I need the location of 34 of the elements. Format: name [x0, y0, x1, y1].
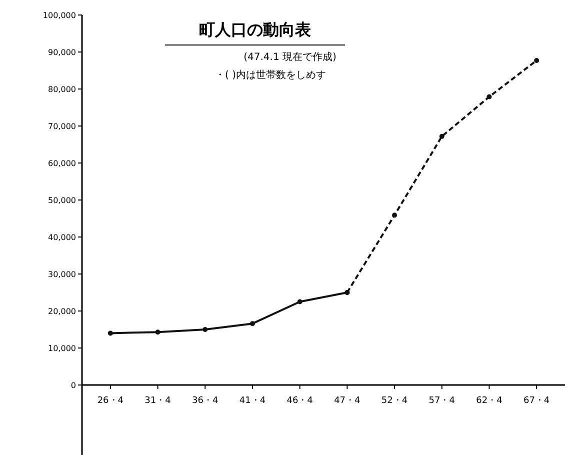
x-tick-label: 47・4 — [334, 396, 361, 406]
y-tick-label: 70,000 — [48, 122, 76, 131]
annotation: ・( )内は世帯数をしめす — [215, 69, 326, 81]
y-tick-label: 20,000 — [48, 307, 76, 316]
point — [108, 330, 113, 336]
x-tick-label: 62・4 — [476, 396, 503, 406]
point — [486, 94, 492, 100]
x-tick-label: 41・4 — [239, 396, 266, 406]
point — [202, 327, 208, 332]
y-tick-label: 30,000 — [48, 270, 76, 279]
y-tick-label: 10,000 — [48, 344, 76, 353]
x-tick-label: 57・4 — [428, 396, 456, 406]
y-tick-label: 90,000 — [48, 48, 76, 57]
x-tick-label: 52・4 — [381, 396, 408, 406]
x-tick-label: 31・4 — [144, 396, 172, 406]
point — [344, 290, 350, 295]
point — [392, 212, 398, 218]
y-tick-label: 100,000 — [42, 11, 76, 20]
point — [297, 299, 302, 304]
text: (47.4.1 現在で作成) — [244, 51, 336, 63]
point — [439, 134, 444, 139]
y-tick-label: 0 — [70, 381, 76, 390]
x-tick-label: 67・4 — [523, 396, 550, 406]
point — [534, 58, 540, 64]
x-tick-label: 36・4 — [192, 396, 218, 406]
x-tick-label: 46・4 — [286, 396, 314, 406]
y-tick-label: 60,000 — [48, 159, 76, 168]
point — [250, 321, 255, 326]
y-tick-label: 50,000 — [48, 196, 76, 205]
x-tick-label: 26・4 — [97, 396, 124, 406]
point — [155, 330, 160, 335]
y-tick-label: 40,000 — [48, 233, 76, 242]
chart-title: 町人口の動向表 — [199, 20, 312, 39]
y-tick-label: 80,000 — [48, 85, 76, 94]
